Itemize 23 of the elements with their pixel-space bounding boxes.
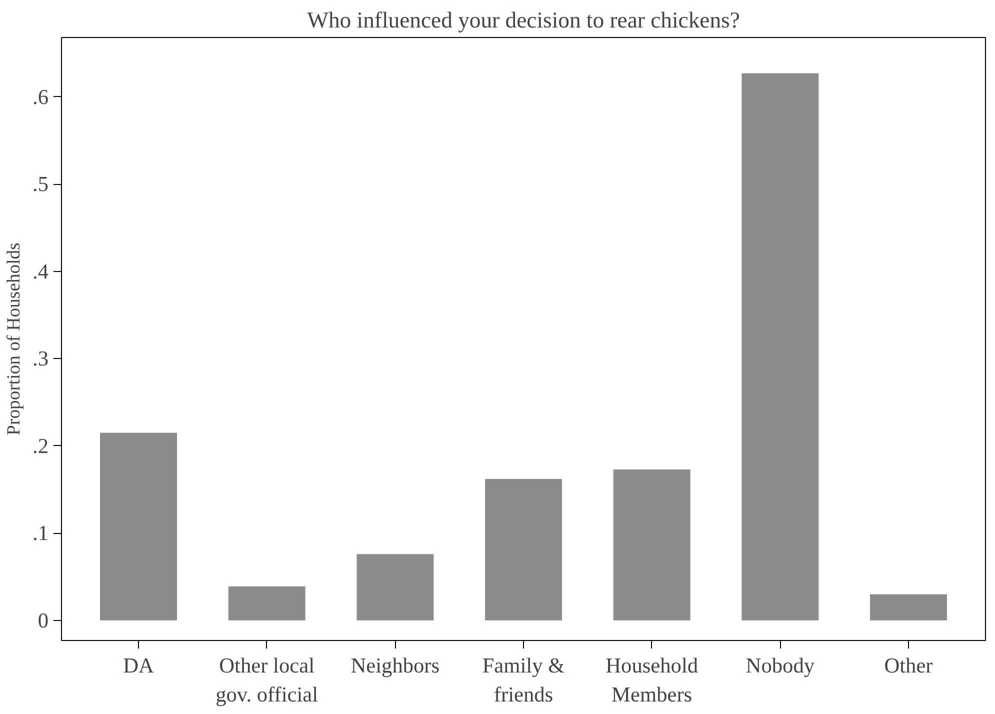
x-tick-label: Other	[884, 654, 933, 678]
x-tick-label: Family & friends	[482, 654, 566, 706]
y-tick-label: .2	[32, 434, 49, 458]
y-tick-label: .5	[32, 172, 49, 196]
y-axis-title: Proportion of Households	[4, 242, 25, 436]
x-tick-label: Nobody	[746, 654, 815, 678]
bar	[870, 594, 947, 620]
x-tick-label: DA	[123, 654, 154, 678]
y-tick-label: .6	[32, 84, 49, 109]
y-tick-label: 0	[38, 608, 49, 632]
x-tick-label: Other local gov. official	[216, 654, 318, 706]
bar	[742, 73, 819, 620]
bar	[100, 432, 177, 620]
bar	[228, 586, 306, 620]
y-tick-label: .4	[32, 259, 49, 284]
x-tick-label: Household Members	[606, 654, 698, 706]
y-tick-label: .3	[32, 346, 49, 371]
chart-title: Who influenced your decision to rear chickens?	[307, 8, 740, 32]
bar	[485, 479, 562, 620]
y-tick-label: .1	[32, 521, 49, 546]
bar	[356, 554, 434, 620]
x-tick-label: Neighbors	[350, 654, 440, 678]
bar	[613, 469, 690, 620]
